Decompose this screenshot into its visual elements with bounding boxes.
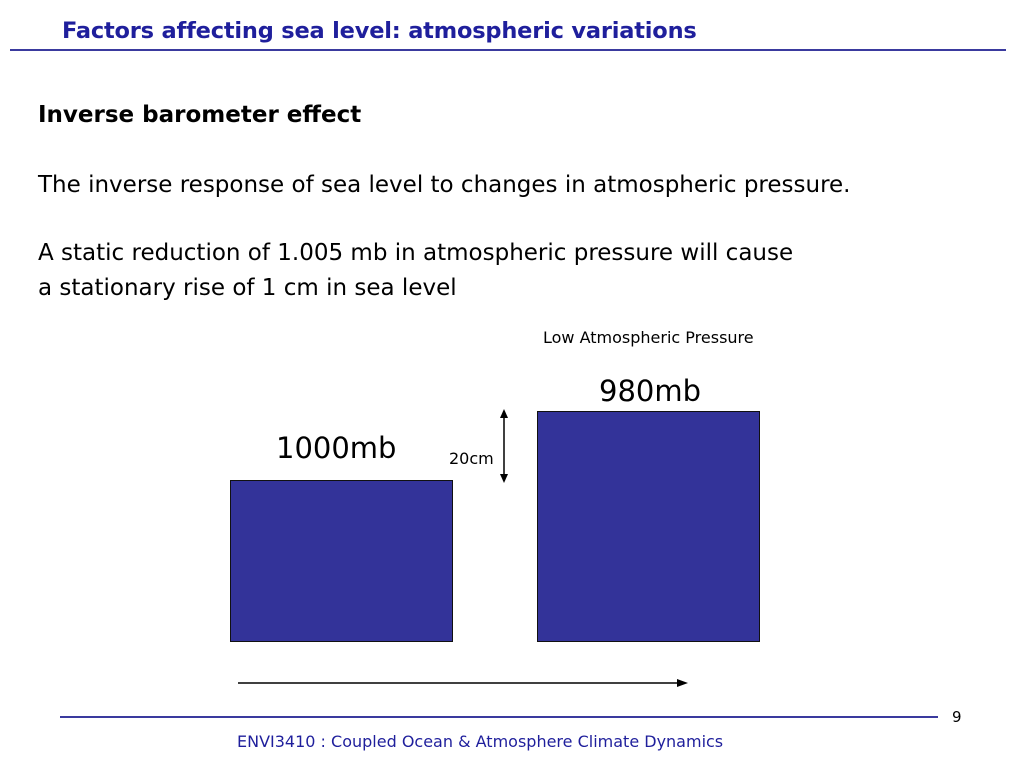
statement-text: A static reduction of 1.005 mb in atmosp… [38,236,793,306]
footer-divider [60,716,938,718]
definition-text: The inverse response of sea level to cha… [38,172,851,198]
statement-line-2: a stationary rise of 1 cm in sea level [38,275,457,301]
double-arrow-icon [500,409,508,483]
footer-course-title: ENVI3410 : Coupled Ocean & Atmosphere Cl… [237,732,724,751]
low-pressure-value: 980mb [599,374,702,408]
high-pressure-value: 1000mb [276,431,397,465]
low-pressure-water-column [537,411,760,642]
statement-line-1: A static reduction of 1.005 mb in atmosp… [38,240,794,266]
sea-level-rise-label: 20cm [449,449,494,468]
title-divider [10,49,1006,51]
slide-title: Factors affecting sea level: atmospheric… [62,18,697,44]
section-heading: Inverse barometer effect [38,102,362,128]
arrow-right-icon [238,679,688,687]
high-pressure-water-column [230,480,453,642]
page-number: 9 [952,708,962,726]
low-pressure-label: Low Atmospheric Pressure [543,328,754,347]
